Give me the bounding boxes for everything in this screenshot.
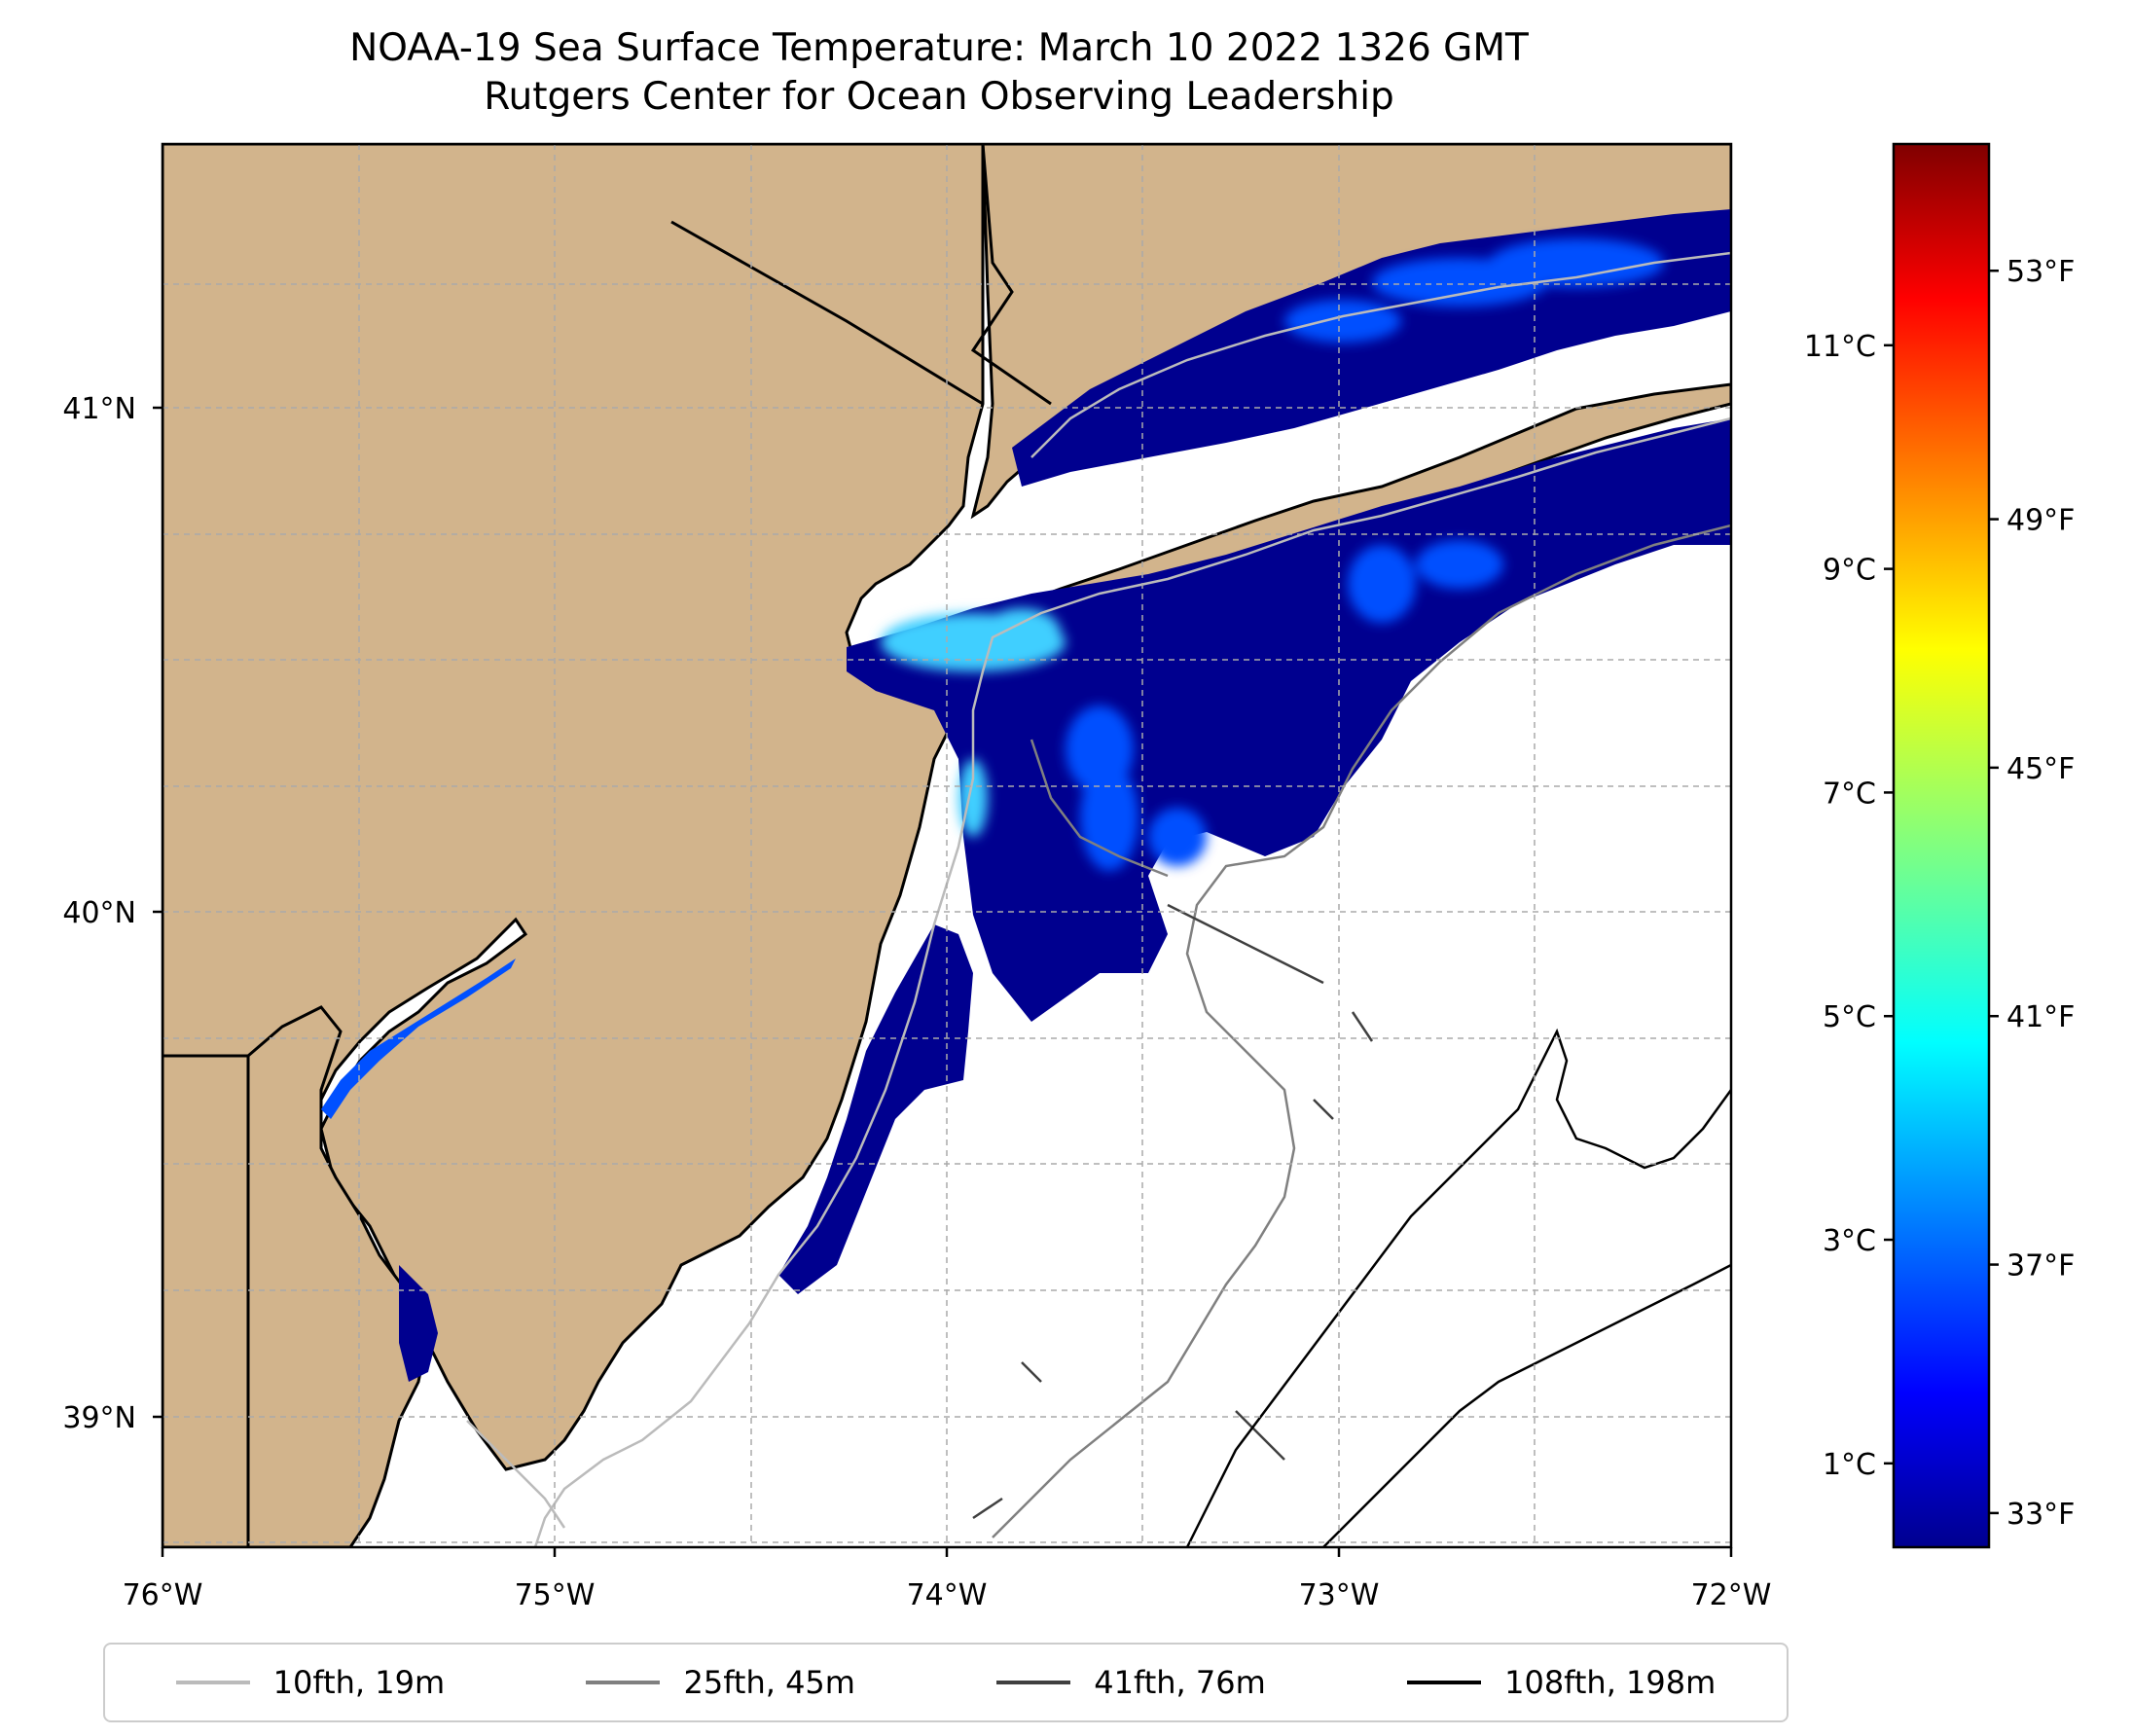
y-tick-label: 41°N: [62, 392, 136, 426]
y-tick-label: 39°N: [62, 1401, 136, 1435]
x-tick-label: 72°W: [1691, 1578, 1772, 1612]
legend-label: 10fth, 19m: [272, 1664, 446, 1701]
colorbar-fahrenheit-label: 33°F: [2006, 1498, 2075, 1532]
colorbar-celsius-label: 1°C: [1823, 1448, 1876, 1482]
land-delmarva: [163, 1005, 430, 1547]
contour-25fth: [992, 524, 1731, 1538]
sst-delaware-bay: [399, 1265, 438, 1382]
legend-item: 108fth, 198m: [1407, 1664, 1716, 1701]
legend-line-25fth: [586, 1681, 661, 1684]
map-subtitle: Rutgers Center for Ocean Observing Leade…: [484, 75, 1394, 119]
colorbar-fahrenheit-label: 41°F: [2006, 1000, 2075, 1034]
contour-108fth: [1185, 1028, 1731, 1547]
x-tick-label: 76°W: [123, 1578, 203, 1612]
x-tick-label: 73°W: [1299, 1578, 1380, 1612]
x-tick-labels: 76°W 75°W 74°W 73°W 72°W: [123, 1578, 1772, 1612]
colorbar-celsius-label: 9°C: [1823, 554, 1876, 588]
legend-item: 25fth, 45m: [586, 1664, 855, 1701]
colorbar-celsius-label: 5°C: [1823, 1000, 1876, 1034]
state-boundaries: [163, 144, 1052, 1547]
legend-line-10fth: [175, 1681, 250, 1684]
sst-delaware-river: [321, 958, 516, 1119]
colorbar-gradient: [1894, 144, 1989, 1547]
legend-label: 25fth, 45m: [683, 1664, 855, 1701]
legend-item: 41fth, 76m: [996, 1664, 1266, 1701]
contour-41fth: [972, 903, 1374, 1520]
colorbar-fahrenheit-label: 45°F: [2006, 752, 2075, 786]
colorbar-fahrenheit-label: 53°F: [2006, 255, 2075, 289]
sst-nj-shelf: [778, 924, 973, 1294]
legend-label: 41fth, 76m: [1094, 1664, 1266, 1701]
axis-ticks: [153, 406, 1733, 1557]
colorbar-celsius-label: 11°C: [1804, 330, 1876, 364]
y-tick-labels: 41°N 40°N 39°N: [62, 392, 136, 1435]
sst-warmer-patches: [881, 238, 1664, 871]
legend-line-108fth: [1407, 1681, 1482, 1684]
depth-legend: 10fth, 19m 25fth, 45m 41fth, 76m 108fth,…: [103, 1643, 1789, 1722]
sst-new-york-bight: [847, 418, 1731, 1022]
colorbar-fahrenheit-label: 37°F: [2006, 1249, 2075, 1284]
y-tick-label: 40°N: [62, 896, 136, 930]
bathymetry-contours: [466, 251, 1731, 1547]
colorbar-celsius-label: 3°C: [1823, 1224, 1876, 1258]
contour-10fth: [533, 416, 1731, 1547]
x-tick-label: 75°W: [515, 1578, 596, 1612]
sst-field: [321, 209, 1731, 1382]
colorbar-fahrenheit-label: 49°F: [2006, 504, 2075, 538]
gridlines: [163, 144, 1731, 1547]
legend-item: 10fth, 19m: [175, 1664, 446, 1701]
legend-line-41fth: [996, 1681, 1071, 1684]
x-tick-label: 74°W: [907, 1578, 988, 1612]
colorbar-ticks: 1°C 3°C 5°C 7°C 9°C 11°C 33°F 37°F 41°F 45°F 49°F 5…: [1804, 255, 2076, 1532]
colorbar-frame: [1892, 142, 1991, 1549]
colorbar-celsius-label: 7°C: [1823, 777, 1876, 811]
map-title: NOAA-19 Sea Surface Temperature: March 1…: [349, 26, 1529, 70]
legend-label: 108fth, 198m: [1504, 1664, 1716, 1701]
